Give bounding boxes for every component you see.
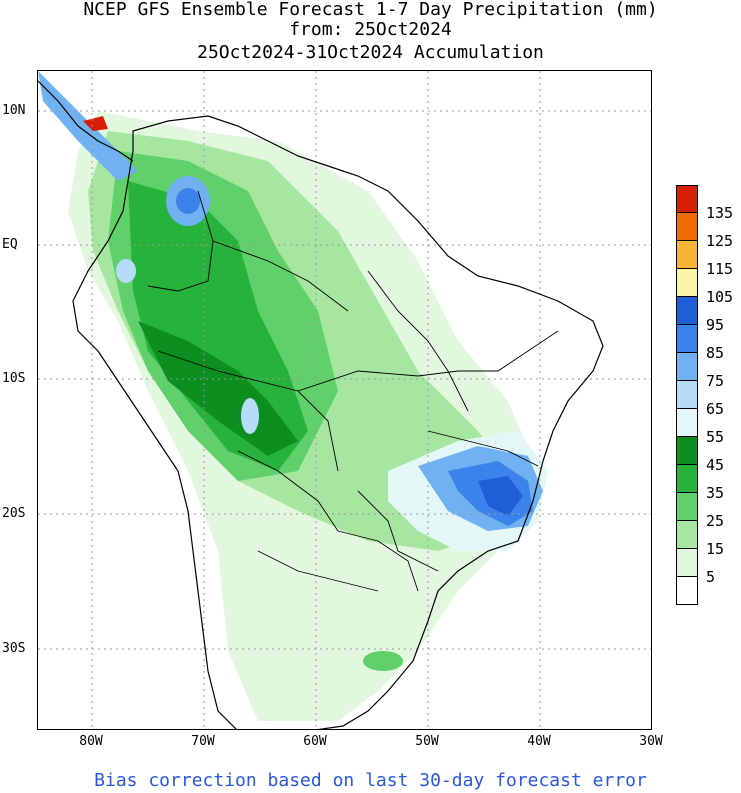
legend-swatch — [676, 465, 698, 493]
legend-label: 45 — [706, 456, 725, 474]
lat-label-10s: 10S — [2, 371, 26, 386]
precip-area-se-95 — [478, 476, 523, 516]
precip-cell-ecuador — [116, 259, 136, 283]
lon-label-30w: 30W — [639, 734, 663, 749]
title-line-3: 25Oct2024-31Oct2024 Accumulation — [197, 42, 544, 63]
legend-label: 65 — [706, 400, 725, 418]
color-legend — [676, 185, 698, 605]
lon-label-60w: 60W — [303, 734, 327, 749]
lon-label-70w: 70W — [191, 734, 215, 749]
legend-swatch — [676, 577, 698, 605]
lat-label-20s: 20S — [2, 506, 26, 521]
central-america — [38, 80, 134, 162]
legend-label: 55 — [706, 428, 725, 446]
legend-label: 15 — [706, 540, 725, 558]
precip-shading — [38, 71, 548, 721]
lat-label-eq: EQ — [2, 237, 18, 252]
title-line-1: NCEP GFS Ensemble Forecast 1-7 Day Preci… — [83, 0, 658, 20]
title-line-2: from: 25Oct2024 — [289, 19, 452, 40]
legend-swatch — [676, 353, 698, 381]
legend-swatch — [676, 437, 698, 465]
country-borders — [147, 190, 559, 592]
lat-label-30s: 30S — [2, 641, 26, 656]
lon-label-50w: 50W — [415, 734, 439, 749]
south-america-outline — [72, 115, 604, 729]
precip-cell-panama-red — [83, 116, 108, 131]
legend-swatch — [676, 549, 698, 577]
lon-label-80w: 80W — [79, 734, 103, 749]
legend-label: 85 — [706, 344, 725, 362]
legend-label: 75 — [706, 372, 725, 390]
legend-label: 35 — [706, 484, 725, 502]
precip-cell-north-core — [176, 188, 200, 214]
coastlines — [38, 80, 604, 729]
legend-label: 125 — [706, 232, 734, 250]
legend-swatch — [676, 325, 698, 353]
legend-swatch — [676, 297, 698, 325]
legend-swatch — [676, 213, 698, 241]
legend-swatch — [676, 521, 698, 549]
legend-swatch — [676, 409, 698, 437]
bias-correction-note: Bias correction based on last 30-day for… — [94, 770, 647, 791]
legend-swatch — [676, 269, 698, 297]
legend-label: 95 — [706, 316, 725, 334]
gridlines — [38, 71, 651, 729]
legend-swatch — [676, 241, 698, 269]
legend-label: 115 — [706, 260, 734, 278]
legend-swatch — [676, 493, 698, 521]
lat-label-10n: 10N — [2, 103, 26, 118]
precipitation-map — [37, 70, 652, 730]
legend-label: 105 — [706, 288, 734, 306]
legend-swatch — [676, 381, 698, 409]
precip-cell-bolivia — [241, 398, 259, 434]
map-canvas — [38, 71, 651, 729]
legend-label: 5 — [706, 568, 716, 586]
legend-label: 135 — [706, 204, 734, 222]
precip-cell-uruguay — [363, 651, 403, 671]
legend-label: 25 — [706, 512, 725, 530]
legend-swatch — [676, 185, 698, 213]
lon-label-40w: 40W — [527, 734, 551, 749]
